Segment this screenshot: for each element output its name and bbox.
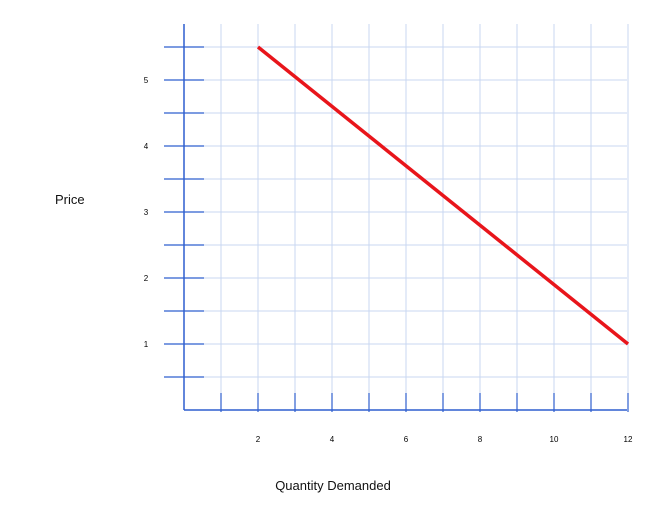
y-tick-label: 5 bbox=[144, 76, 149, 85]
x-tick-label: 2 bbox=[256, 435, 261, 444]
y-tick-label: 1 bbox=[144, 340, 149, 349]
grid bbox=[184, 24, 629, 410]
y-axis-title: Price bbox=[55, 192, 85, 207]
axes bbox=[164, 24, 629, 412]
y-tick-label: 3 bbox=[144, 208, 149, 217]
x-tick-label: 8 bbox=[478, 435, 483, 444]
x-tick-labels: 2 4 6 8 10 12 bbox=[256, 435, 633, 444]
y-tick-label: 4 bbox=[144, 142, 149, 151]
x-tick-label: 6 bbox=[404, 435, 409, 444]
series bbox=[256, 45, 630, 346]
x-axis-title: Quantity Demanded bbox=[275, 478, 391, 493]
demand-curve-line bbox=[256, 45, 630, 346]
x-tick-label: 4 bbox=[330, 435, 335, 444]
y-tick-labels: 1 2 3 4 5 bbox=[144, 76, 149, 349]
x-tick-label: 12 bbox=[624, 435, 633, 444]
x-tick-label: 10 bbox=[550, 435, 559, 444]
y-tick-label: 2 bbox=[144, 274, 149, 283]
